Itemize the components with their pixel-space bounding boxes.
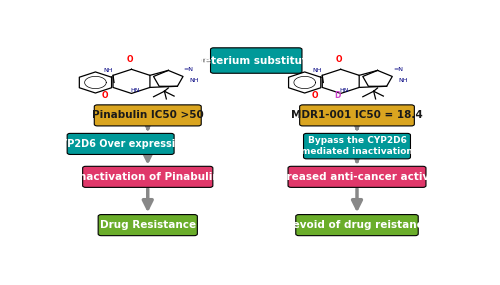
Text: D: D xyxy=(334,91,341,100)
Text: Drug Resistance: Drug Resistance xyxy=(100,220,196,230)
Text: CYP2D6 Over expression: CYP2D6 Over expression xyxy=(52,139,188,149)
Text: NH: NH xyxy=(190,78,199,83)
Text: =N: =N xyxy=(184,67,194,72)
FancyBboxPatch shape xyxy=(67,133,174,154)
Text: Dueterium substitution: Dueterium substitution xyxy=(188,56,325,66)
Text: Devoid of drug reistance: Devoid of drug reistance xyxy=(284,220,430,230)
Text: MDR1-001 IC50 = 18.4: MDR1-001 IC50 = 18.4 xyxy=(291,110,423,120)
Text: O: O xyxy=(312,91,318,100)
Text: HN: HN xyxy=(130,88,140,93)
Text: Pinabulin IC50 >50: Pinabulin IC50 >50 xyxy=(92,110,204,120)
Text: NH: NH xyxy=(104,68,113,73)
Text: Bypass the CYP2D6
mediated inactivation: Bypass the CYP2D6 mediated inactivation xyxy=(301,137,413,156)
Text: O: O xyxy=(102,91,108,100)
FancyBboxPatch shape xyxy=(304,133,410,159)
FancyBboxPatch shape xyxy=(288,166,426,187)
FancyBboxPatch shape xyxy=(98,215,198,236)
FancyBboxPatch shape xyxy=(296,215,418,236)
Text: Increased anti-cancer activity: Increased anti-cancer activity xyxy=(269,172,445,182)
Text: =N: =N xyxy=(393,67,403,72)
Text: O: O xyxy=(336,55,342,64)
FancyBboxPatch shape xyxy=(94,105,201,126)
FancyBboxPatch shape xyxy=(300,105,414,126)
Text: NH: NH xyxy=(399,78,408,83)
Text: Inactivation of Pinabulin: Inactivation of Pinabulin xyxy=(76,172,220,182)
Text: O: O xyxy=(126,55,133,64)
Text: HN: HN xyxy=(340,88,349,93)
FancyBboxPatch shape xyxy=(210,48,302,73)
FancyBboxPatch shape xyxy=(82,166,213,187)
Text: NH: NH xyxy=(312,68,322,73)
